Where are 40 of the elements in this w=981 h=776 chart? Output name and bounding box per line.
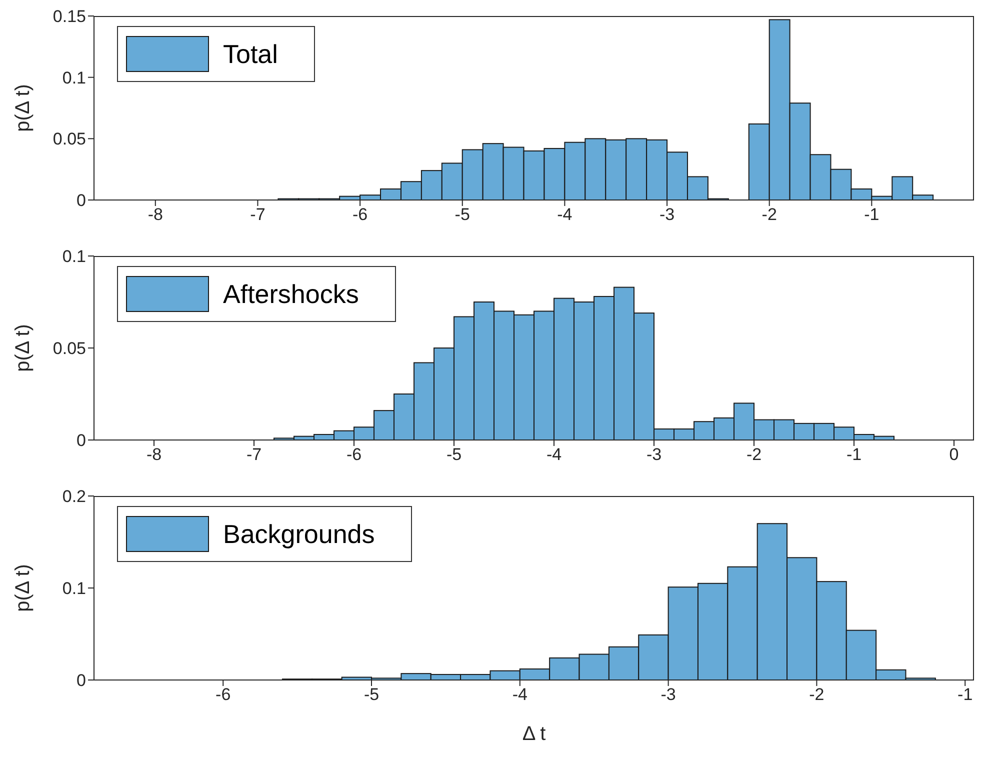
x-tick-label: -5: [364, 685, 380, 704]
y-tick-label: 0: [76, 191, 86, 210]
x-tick-label: -2: [809, 685, 824, 704]
y-axis-title: p(Δ t): [12, 84, 34, 132]
x-tick-label: -1: [846, 445, 862, 464]
x-tick-label: -4: [546, 445, 562, 464]
x-tick-label: -6: [216, 685, 231, 704]
x-tick-label: -2: [762, 205, 777, 224]
x-tick-label: -8: [148, 205, 163, 224]
y-tick-label: 0.2: [62, 487, 86, 506]
x-tick-label: -4: [557, 205, 572, 224]
x-tick-label: -3: [646, 445, 662, 464]
y-tick-label: 0.05: [52, 339, 86, 358]
y-tick-label: 0.15: [52, 7, 86, 26]
x-tick-label: -6: [346, 445, 362, 464]
y-tick-label: 0.1: [62, 579, 86, 598]
x-tick-label: -2: [746, 445, 762, 464]
y-tick-label: 0: [76, 671, 86, 690]
y-axis-title: p(Δ t): [12, 324, 34, 372]
y-tick-label: 0.05: [52, 130, 86, 149]
x-tick-label: -1: [864, 205, 880, 224]
x-tick-label: 0: [949, 445, 959, 464]
x-tick-label: -1: [958, 685, 973, 704]
x-tick-label: -5: [446, 445, 462, 464]
x-tick-label: -6: [352, 205, 368, 224]
legend-label: Backgrounds: [223, 518, 375, 550]
x-tick-label: -4: [512, 685, 528, 704]
y-tick-label: 0.1: [62, 68, 86, 88]
legend-label: Total: [223, 38, 278, 70]
x-tick-label: -7: [250, 205, 266, 224]
x-tick-label: -5: [454, 205, 470, 224]
y-tick-label: 0: [76, 431, 86, 450]
x-tick-label: -3: [660, 685, 676, 704]
y-tick-label: 0.1: [62, 247, 86, 266]
legend-label: Aftershocks: [223, 278, 359, 310]
x-axis-title: Δ t: [522, 723, 546, 745]
x-tick-label: -7: [246, 445, 262, 464]
x-tick-label: -3: [659, 205, 675, 224]
x-tick-label: -8: [146, 445, 162, 464]
y-axis-title: p(Δ t): [12, 564, 34, 612]
